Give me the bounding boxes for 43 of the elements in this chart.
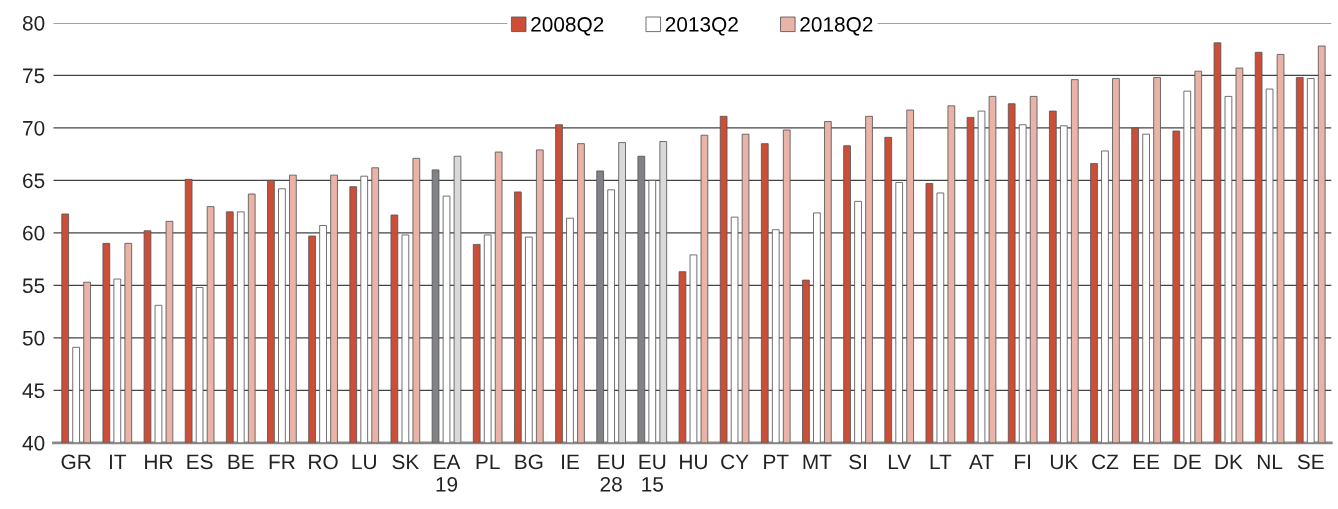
x-tick-label: BG	[515, 454, 543, 470]
y-tick-label: 45	[22, 383, 45, 399]
y-tick-label: 40	[22, 435, 45, 451]
x-tick-label: DK	[1215, 454, 1243, 470]
y-tick-label: 65	[23, 173, 45, 189]
legend-label: 2018Q2	[800, 17, 873, 36]
x-tick-label: UK	[1050, 454, 1079, 470]
x-tick-label: IT	[109, 454, 127, 470]
x-tick-label: LT	[930, 454, 952, 470]
x-tick-label: PT	[764, 454, 789, 470]
legend-label: 2013Q2	[665, 17, 738, 36]
x-tick-label: PL	[476, 454, 500, 470]
x-tick-label: CY	[721, 454, 749, 470]
x-tick-label: BE	[228, 454, 254, 470]
legend-label: 2008Q2	[531, 17, 604, 36]
x-tick-label: FI	[1015, 454, 1030, 470]
x-tick-label: SI	[849, 454, 866, 470]
x-tick-label: NL	[1257, 454, 1283, 470]
x-tick-label: RO	[309, 454, 338, 470]
y-tick-label: 75	[23, 68, 45, 84]
y-tick-label: 60	[23, 225, 45, 241]
y-tick-label: 80	[22, 15, 45, 31]
x-tick-label: FR	[269, 454, 295, 470]
x-tick-label: SE	[1297, 454, 1324, 470]
x-tick-label: SK	[392, 454, 420, 470]
x-tick-label: EA 19	[434, 454, 461, 492]
x-tick-label: HU	[680, 454, 707, 470]
x-tick-label: EU 15	[639, 454, 666, 492]
y-tick-label: 50	[22, 330, 45, 346]
x-tick-label: HR	[145, 454, 173, 470]
x-tick-label: EE	[1133, 454, 1160, 470]
y-tick-label: 70	[23, 120, 45, 136]
x-tick-label: ES	[187, 454, 213, 470]
x-tick-label: AT	[969, 454, 994, 470]
x-tick-label: IE	[562, 454, 579, 470]
x-tick-label: EU 28	[598, 454, 624, 492]
x-tick-label: LU	[352, 454, 376, 470]
x-tick-label: MT	[803, 454, 832, 470]
y-tick-label: 55	[22, 278, 45, 294]
x-tick-label: GR	[61, 454, 91, 470]
x-tick-label: DE	[1174, 454, 1201, 470]
x-tick-label: CZ	[1092, 454, 1119, 470]
x-tick-label: LV	[888, 454, 912, 470]
